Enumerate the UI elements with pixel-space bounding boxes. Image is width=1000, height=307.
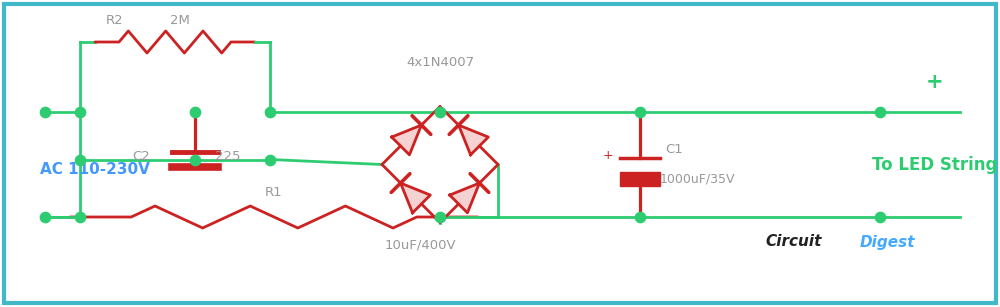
Text: R1: R1 <box>265 186 283 199</box>
Point <box>187 157 203 162</box>
Text: +: + <box>603 149 613 162</box>
Polygon shape <box>392 125 421 155</box>
Point <box>432 110 448 115</box>
Point <box>632 215 648 220</box>
Text: +: + <box>926 72 944 92</box>
Point <box>872 215 888 220</box>
Polygon shape <box>401 183 430 213</box>
Text: C1: C1 <box>665 143 683 156</box>
Text: 10uF/400V: 10uF/400V <box>384 239 456 252</box>
Point <box>72 215 88 220</box>
Text: 2M: 2M <box>170 14 190 27</box>
Point <box>262 157 278 162</box>
Point <box>72 110 88 115</box>
Point <box>872 110 888 115</box>
Point <box>37 110 53 115</box>
Point <box>632 110 648 115</box>
Text: AC 110-230V: AC 110-230V <box>40 162 150 177</box>
Point <box>187 110 203 115</box>
Text: Digest: Digest <box>860 235 916 250</box>
Text: 225: 225 <box>215 150 240 163</box>
Polygon shape <box>459 125 488 155</box>
Point <box>432 215 448 220</box>
Point <box>262 110 278 115</box>
Point <box>37 215 53 220</box>
FancyBboxPatch shape <box>620 172 660 185</box>
Text: Circuit: Circuit <box>765 235 821 250</box>
Polygon shape <box>450 183 479 213</box>
Point <box>72 157 88 162</box>
Text: 1000uF/35V: 1000uF/35V <box>660 173 736 186</box>
Text: R2: R2 <box>106 14 124 27</box>
Text: C2: C2 <box>132 150 150 163</box>
Text: To LED String: To LED String <box>872 156 998 173</box>
Text: 4x1N4007: 4x1N4007 <box>406 56 474 68</box>
